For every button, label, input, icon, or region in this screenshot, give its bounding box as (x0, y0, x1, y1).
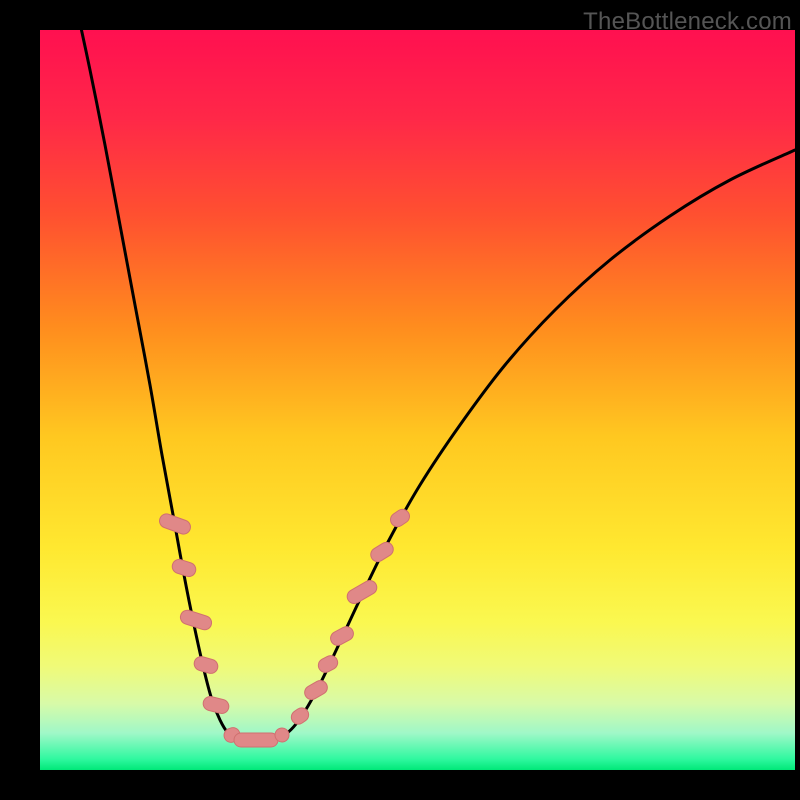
curve-layer (0, 0, 800, 800)
bottleneck-curve (75, 0, 795, 740)
curve-marker (170, 558, 197, 579)
curve-marker (345, 578, 380, 606)
curve-marker (193, 655, 220, 675)
watermark-text: TheBottleneck.com (583, 8, 792, 36)
chart-container: TheBottleneck.com (0, 0, 800, 800)
marker-group (158, 507, 413, 747)
curve-marker (316, 653, 340, 675)
curve-marker (328, 624, 356, 648)
curve-marker (202, 695, 231, 715)
curve-marker (234, 733, 278, 747)
curve-marker (388, 507, 412, 530)
curve-marker (368, 540, 396, 565)
curve-marker (302, 678, 330, 702)
plot-area (40, 30, 795, 770)
